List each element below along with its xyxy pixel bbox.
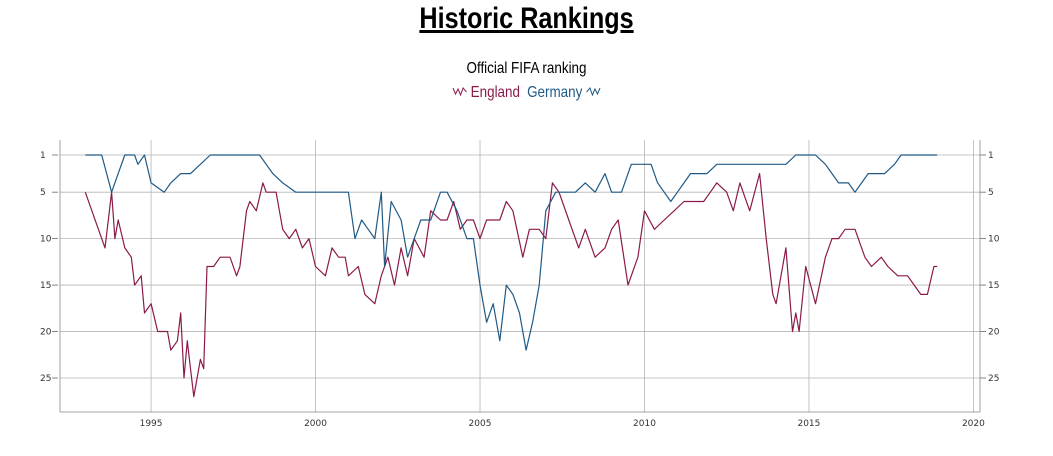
x-tick-label: 2015 [797,419,820,429]
x-tick-label: 2005 [469,419,492,429]
y-tick-label-left: 15 [40,281,51,291]
y-tick-label-right: 5 [988,188,994,198]
wave-line-icon [586,84,601,102]
series-line-germany[interactable] [85,154,938,351]
y-tick-label-left: 10 [40,235,52,245]
legend-item-germany[interactable]: Germany [527,84,583,101]
chart-subtitle: Official FIFA ranking [466,60,587,77]
wave-line-icon [452,84,467,102]
y-tick-label-left: 5 [40,188,46,198]
x-tick-label: 2020 [962,419,985,429]
legend-item-england[interactable]: England [470,84,520,101]
legend: England Germany [84,84,969,102]
series-line-england[interactable] [84,173,938,398]
y-tick-label-left: 1 [40,151,46,161]
y-tick-label-right: 25 [988,374,999,384]
y-tick-label-left: 20 [40,328,52,338]
y-tick-label-left: 25 [40,374,51,384]
y-tick-label-right: 15 [988,281,999,291]
y-tick-label-right: 1 [988,151,994,161]
page-title: Historic Rankings [419,2,634,35]
x-tick-label: 1995 [140,419,163,429]
series-lines [84,154,938,398]
y-tick-label-right: 10 [988,235,1000,245]
x-tick-label: 2000 [304,419,327,429]
y-tick-label-right: 20 [988,328,1000,338]
x-tick-label: 2010 [633,419,656,429]
